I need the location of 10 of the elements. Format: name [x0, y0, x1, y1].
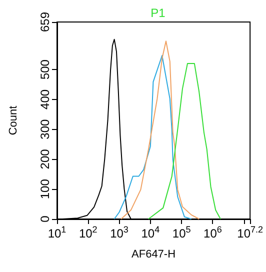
y-tick-label: 100: [38, 178, 52, 200]
y-tick-label: 500: [38, 59, 52, 80]
y-tick-label: 659: [38, 12, 52, 32]
y-tick-label: 300: [38, 118, 52, 140]
y-axis-title: Count: [8, 106, 20, 136]
y-tick-label: 0: [38, 215, 52, 222]
chart-title: P1: [150, 6, 166, 20]
y-tick-label: 400: [38, 89, 52, 110]
x-axis-title: AF647-H: [132, 248, 176, 260]
y-tick-label: 200: [38, 148, 52, 170]
